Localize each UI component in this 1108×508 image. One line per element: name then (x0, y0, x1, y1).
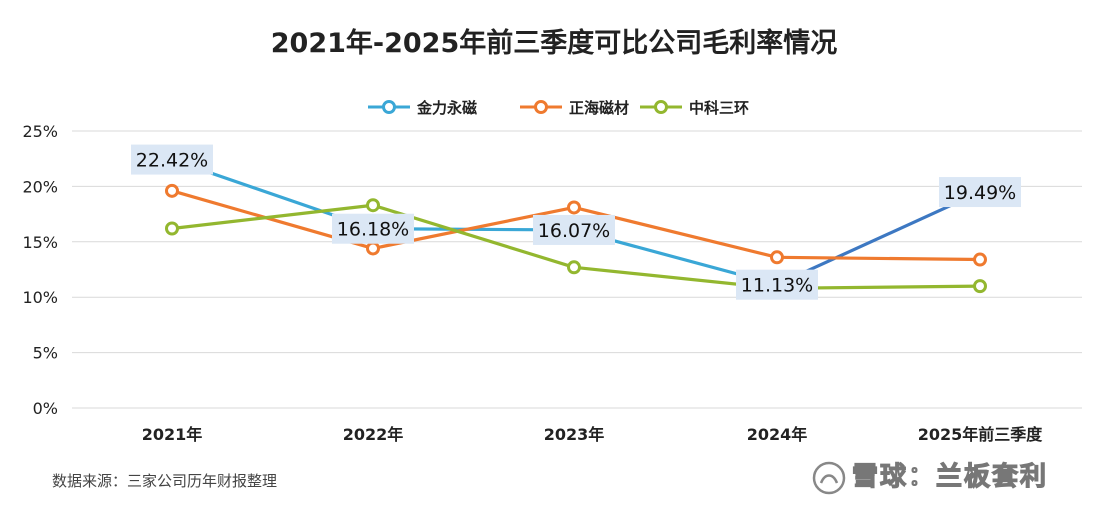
source-note: 数据来源：三家公司历年财报整理 (52, 472, 278, 490)
data-point (165, 221, 179, 236)
y-tick-label: 5% (33, 344, 58, 363)
data-point (165, 183, 179, 198)
data-label-box (939, 177, 1021, 208)
y-axis: 0% 5% 10% 15% 20% 25% (22, 122, 58, 418)
data-label: 16.18% (337, 219, 409, 241)
data-label-box (131, 144, 213, 175)
data-point (567, 260, 581, 275)
data-point (366, 241, 380, 256)
watermark: 雪球：兰板套利 (812, 456, 1048, 495)
legend-marker (382, 100, 396, 114)
data-point (973, 252, 987, 267)
x-tick-label: 2024年 (747, 425, 808, 444)
data-point (973, 279, 987, 294)
y-tick-label: 25% (22, 122, 58, 141)
x-tick-label: 2023年 (544, 425, 605, 444)
data-label: 19.49% (944, 182, 1016, 204)
legend-label: 正海磁材 (569, 99, 629, 117)
series-segment (775, 190, 982, 287)
data-label-box (332, 213, 414, 244)
x-tick-label: 2025年前三季度 (918, 425, 1044, 444)
data-label-box (533, 214, 615, 245)
snowball-logo-icon (812, 461, 846, 494)
x-tick-label: 2022年 (343, 425, 404, 444)
x-axis: 2021年 2022年 2023年 2024年 2025年前三季度 (142, 425, 1044, 444)
legend-marker (654, 100, 668, 114)
y-tick-label: 0% (33, 399, 58, 418)
y-tick-label: 20% (22, 177, 58, 196)
data-label: 16.07% (538, 220, 610, 242)
data-labels: 22.42% 16.18% 16.07% 11.13% 19.49% (131, 144, 1021, 300)
data-point (770, 250, 784, 265)
legend-marker (534, 100, 548, 114)
legend-label: 金力永磁 (416, 99, 477, 117)
series-segment (170, 203, 375, 231)
y-tick-label: 15% (22, 233, 58, 252)
legend: 金力永磁 正海磁材 中科三环 (368, 99, 749, 117)
x-tick-label: 2021年 (142, 425, 203, 444)
y-tick-label: 10% (22, 288, 58, 307)
chart-title: 2021年-2025年前三季度可比公司毛利率情况 (271, 27, 838, 59)
legend-label: 中科三环 (689, 99, 749, 117)
data-point (567, 200, 581, 215)
series-segment (775, 255, 982, 262)
data-label-box (736, 269, 818, 300)
watermark-text: 雪球：兰板套利 (851, 461, 1049, 492)
data-label: 11.13% (741, 275, 813, 297)
data-label: 22.42% (136, 150, 208, 172)
data-point (366, 198, 380, 213)
